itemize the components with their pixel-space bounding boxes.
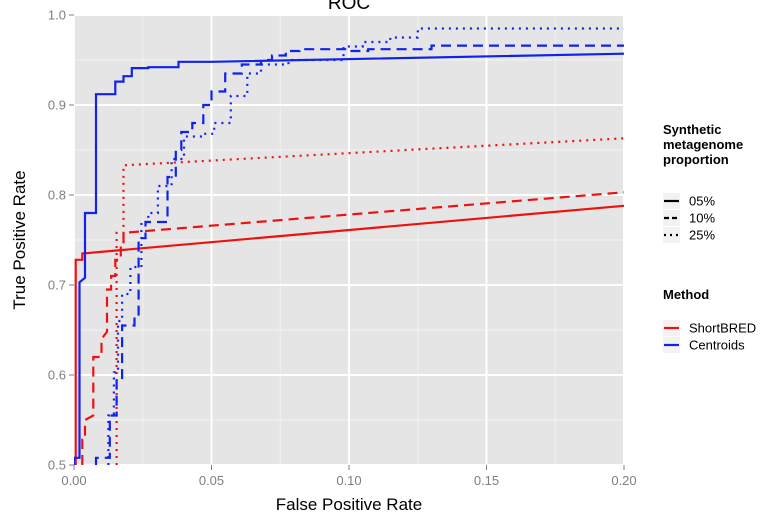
y-tick-label: 0.6	[48, 368, 66, 383]
legend-linetype-label: 10%	[689, 211, 715, 226]
legend-method-label: Centroids	[689, 338, 745, 353]
legend-linetype-label: 05%	[689, 194, 715, 209]
y-tick-label: 0.8	[48, 188, 66, 203]
series-line-shortbred-10pct	[81, 191, 624, 465]
legend-key-bg	[663, 210, 680, 226]
x-axis-ticks: 0.00 0.05 0.10 0.15 0.20	[61, 465, 637, 488]
x-tick-label: 0.05	[199, 473, 224, 488]
y-tick-label: 0.7	[48, 278, 66, 293]
series-lines	[74, 27, 624, 465]
series-line-centroids-05pct	[74, 52, 624, 465]
legend-method-title: Method	[663, 287, 709, 302]
legend-linetype-title: Synthetic metagenome proportion	[663, 122, 743, 167]
legend: Synthetic metagenome proportion 05%10%25% …	[663, 122, 756, 353]
x-tick-label: 0.20	[611, 473, 636, 488]
legend-linetype-label: 25%	[689, 228, 715, 243]
series-line-shortbred-25pct	[115, 137, 624, 465]
x-tick-label: 0.00	[61, 473, 86, 488]
y-axis-ticks: 0.5 0.6 0.7 0.8 0.9 1.0	[48, 8, 74, 473]
y-tick-label: 0.5	[48, 458, 66, 473]
x-axis-title: False Positive Rate	[276, 495, 422, 514]
series-line-shortbred-05pct	[74, 204, 624, 465]
series-line-centroids-10pct	[94, 44, 624, 465]
legend-method-items: ShortBRED Centroids	[663, 320, 756, 353]
legend-method-label: ShortBRED	[689, 321, 756, 336]
y-tick-label: 1.0	[48, 8, 66, 23]
chart-title: ROC	[328, 0, 370, 14]
legend-linetype-items: 05% 10% 25%	[663, 193, 715, 243]
y-tick-label: 0.9	[48, 98, 66, 113]
y-axis-title: True Positive Rate	[10, 170, 29, 309]
x-tick-label: 0.15	[474, 473, 499, 488]
x-tick-label: 0.10	[336, 473, 361, 488]
series-line-centroids-25pct	[107, 27, 624, 465]
